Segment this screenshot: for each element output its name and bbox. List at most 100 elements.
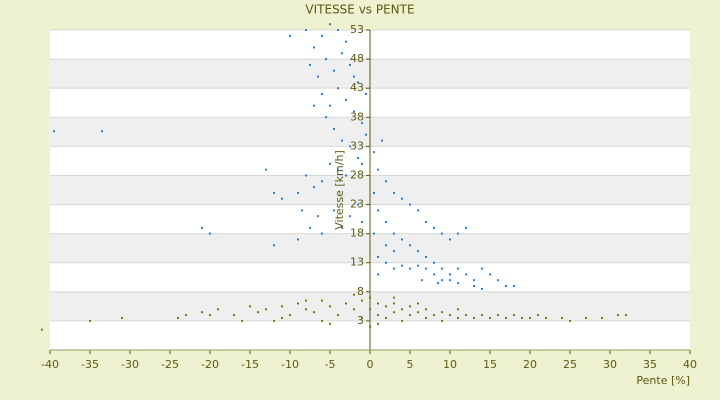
point	[353, 110, 355, 113]
point	[409, 305, 411, 308]
point	[265, 308, 267, 311]
point	[473, 317, 475, 319]
point	[365, 133, 367, 136]
point	[585, 317, 587, 319]
point	[481, 314, 483, 317]
point	[305, 299, 307, 302]
point	[209, 232, 211, 235]
point	[313, 46, 315, 49]
point	[489, 317, 491, 319]
point	[473, 279, 475, 282]
point	[281, 197, 283, 200]
point	[393, 302, 395, 305]
point	[309, 226, 311, 229]
point	[401, 319, 403, 322]
point	[289, 314, 291, 317]
point	[401, 264, 403, 267]
y-tick-label: 48	[350, 52, 364, 65]
point	[373, 151, 375, 154]
point	[425, 308, 427, 311]
point	[341, 226, 343, 229]
point	[401, 308, 403, 311]
point	[341, 139, 343, 142]
point	[265, 168, 267, 171]
point	[537, 314, 539, 317]
point	[333, 127, 335, 130]
point	[417, 209, 419, 212]
point	[425, 267, 427, 270]
point	[385, 305, 387, 308]
point	[249, 305, 251, 308]
point	[457, 308, 459, 311]
x-tick-label: 25	[563, 358, 577, 371]
point	[273, 191, 275, 194]
point	[425, 221, 427, 223]
point	[305, 308, 307, 311]
point	[341, 52, 343, 55]
point	[257, 311, 259, 314]
point	[321, 180, 323, 183]
x-tick-label: 10	[443, 358, 457, 371]
point	[345, 40, 347, 43]
point	[361, 122, 363, 125]
point	[473, 285, 475, 287]
point	[417, 264, 419, 267]
point	[333, 209, 335, 212]
x-tick-label: -30	[121, 358, 139, 371]
point	[377, 168, 379, 171]
point	[369, 325, 371, 328]
point	[357, 203, 359, 206]
point	[465, 314, 467, 317]
point	[353, 75, 355, 78]
point	[209, 314, 211, 317]
point	[333, 69, 335, 72]
point	[321, 299, 323, 302]
point	[449, 279, 451, 282]
x-tick-label: -25	[161, 358, 179, 371]
point	[337, 87, 339, 90]
point	[513, 314, 515, 317]
point	[481, 267, 483, 270]
point	[321, 232, 323, 235]
point	[201, 311, 203, 314]
point	[505, 285, 507, 287]
y-tick-label: 18	[350, 227, 364, 240]
point	[401, 238, 403, 241]
point	[393, 191, 395, 194]
point	[121, 317, 123, 319]
point	[377, 273, 379, 276]
point	[545, 317, 547, 319]
x-tick-label: -5	[325, 358, 336, 371]
y-tick-label: 8	[357, 285, 364, 298]
x-tick-label: -20	[201, 358, 219, 371]
x-tick-label: -40	[41, 358, 59, 371]
point	[185, 314, 187, 317]
point	[385, 221, 387, 223]
point	[201, 226, 203, 229]
point	[309, 63, 311, 66]
point	[561, 317, 563, 319]
point	[441, 279, 443, 282]
point	[433, 314, 435, 317]
point	[425, 255, 427, 258]
point	[373, 232, 375, 235]
point	[177, 317, 179, 319]
point	[569, 319, 571, 322]
point	[281, 317, 283, 319]
x-tick-label: 15	[483, 358, 497, 371]
point	[417, 302, 419, 305]
x-tick-label: -10	[281, 358, 299, 371]
point	[497, 314, 499, 317]
point	[417, 311, 419, 314]
x-tick-label: 30	[603, 358, 617, 371]
point	[353, 293, 355, 296]
point	[361, 162, 363, 165]
point	[305, 174, 307, 177]
point	[433, 226, 435, 229]
point	[373, 191, 375, 194]
point	[409, 244, 411, 247]
point	[369, 308, 371, 311]
point	[385, 180, 387, 183]
point	[281, 305, 283, 308]
point	[357, 81, 359, 84]
